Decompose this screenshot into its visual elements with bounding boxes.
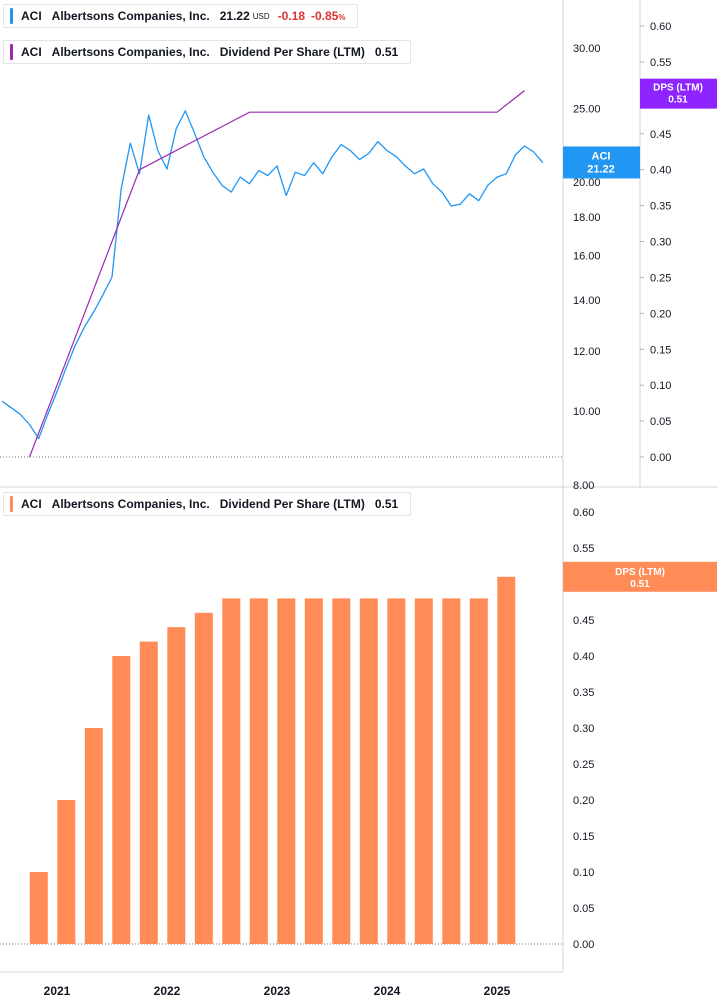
bar-axis-tick-label: 0.40 (573, 651, 594, 663)
dps-bar (360, 598, 378, 944)
bar-axis-tick-label: 0.45 (573, 615, 594, 627)
price-legend-change-pct: -0.85% (311, 9, 345, 23)
dps-legend-bottom-company: Albertsons Companies, Inc. (52, 497, 210, 511)
bar-axis-tick-label: 0.25 (573, 759, 594, 771)
price-axis-tick-label: 16.00 (573, 251, 601, 263)
dps-axis-tick-label: 0.40 (650, 165, 671, 177)
dps-bar (222, 598, 240, 944)
dps-legend-bottom-metric: Dividend Per Share (LTM) (220, 497, 365, 511)
dps-badge-bottom-label: DPS (LTM) (615, 567, 665, 578)
price-legend-company: Albertsons Companies, Inc. (52, 9, 210, 23)
dps-legend-top-company: Albertsons Companies, Inc. (52, 45, 210, 59)
price-legend-pct-sign: % (338, 13, 345, 22)
price-axis-tick-label: 30.00 (573, 43, 601, 55)
price-legend-change: -0.18 (278, 9, 305, 23)
bar-axis-tick-label: 0.05 (573, 903, 594, 915)
dps-legend-top-metric: Dividend Per Share (LTM) (220, 45, 365, 59)
dps-axis-tick-label: 0.20 (650, 308, 671, 320)
dps-bar (85, 728, 103, 944)
dps-legend-bottom[interactable]: ACI Albertsons Companies, Inc. Dividend … (3, 492, 411, 516)
price-axis-tick-label: 20.00 (573, 177, 601, 189)
dps-badge-bottom-value: 0.51 (630, 579, 650, 590)
time-axis-label: 2021 (44, 984, 71, 998)
dps-legend-bottom-value: 0.51 (375, 497, 398, 511)
dps-badge-top-label: DPS (LTM) (653, 83, 703, 94)
price-legend-change-pct-value: -0.85 (311, 9, 338, 23)
time-axis-label: 2023 (264, 984, 291, 998)
price-series-line (2, 111, 543, 439)
dps-axis-tick-label: 0.60 (650, 21, 671, 33)
price-legend-price: 21.22 (220, 9, 250, 23)
dps-bar (250, 598, 268, 944)
dps-bar (112, 656, 130, 944)
dps-series-line (30, 91, 525, 457)
dps-bar (57, 800, 75, 944)
dps-bar (195, 613, 213, 944)
price-badge-label: ACI (592, 150, 611, 162)
dps-legend-top-symbol: ACI (21, 45, 42, 59)
dps-axis-tick-label: 0.25 (650, 272, 671, 284)
bar-axis-tick-label: 0.15 (573, 831, 594, 843)
dps-legend-bottom-swatch (10, 496, 13, 512)
dps-bar (305, 598, 323, 944)
dps-bar (415, 598, 433, 944)
price-axis-tick-label: 10.00 (573, 406, 601, 418)
chart-frame (0, 0, 717, 972)
price-axis-tick-label: 18.00 (573, 212, 601, 224)
dps-bar (277, 598, 295, 944)
dps-bar (140, 642, 158, 944)
bar-axis-tick-label: 0.60 (573, 507, 594, 519)
bar-axis-tick-label: 0.10 (573, 867, 594, 879)
bar-axis-tick-label: 0.35 (573, 687, 594, 699)
price-legend-symbol: ACI (21, 9, 42, 23)
dps-bar (470, 598, 488, 944)
price-badge-value: 21.22 (587, 163, 615, 175)
time-axis-label: 2022 (154, 984, 181, 998)
dps-axis-tick-label: 0.30 (650, 237, 671, 249)
dps-legend-top-swatch (10, 44, 13, 60)
dps-axis-tick-label: 0.15 (650, 344, 671, 356)
dps-bar-pane: 0.00 0.05 0.10 0.15 0.20 0.25 0.30 0.35 0.40 0.45… (0, 507, 594, 998)
dps-bar (30, 872, 48, 944)
price-axis-tick-label: 12.00 (573, 346, 601, 358)
dps-bar (497, 577, 515, 944)
time-axis-label: 2025 (484, 984, 511, 998)
dps-axis-tick-label: 0.55 (650, 57, 671, 69)
price-legend[interactable]: ACI Albertsons Companies, Inc. 21.22 USD… (3, 4, 358, 28)
dps-bar (167, 627, 185, 944)
price-axis-tick-label: 8.00 (573, 480, 594, 492)
dps-axis-tick-label: 0.10 (650, 380, 671, 392)
dps-legend-top-value: 0.51 (375, 45, 398, 59)
bar-axis-tick-label: 0.00 (573, 939, 594, 951)
dps-legend-top[interactable]: ACI Albertsons Companies, Inc. Dividend … (3, 40, 411, 64)
dps-bar (332, 598, 350, 944)
dps-bar (442, 598, 460, 944)
bar-axis-tick-label: 0.55 (573, 543, 594, 555)
dps-bar (387, 598, 405, 944)
dps-axis-tick-label: 0.35 (650, 201, 671, 213)
bar-axis-tick-label: 0.20 (573, 795, 594, 807)
price-legend-currency: USD (253, 12, 270, 21)
price-legend-swatch (10, 8, 13, 24)
price-pane: 8.00 10.00 12.00 14.00 16.00 18.00 20.00 25.00 3… (0, 21, 671, 492)
time-axis-label: 2024 (374, 984, 401, 998)
dps-axis-tick-label: 0.05 (650, 416, 671, 428)
bar-axis-tick-label: 0.30 (573, 723, 594, 735)
price-axis-tick-label: 25.00 (573, 103, 601, 115)
price-axis-tick-label: 14.00 (573, 295, 601, 307)
dps-badge-top-value: 0.51 (668, 95, 688, 106)
dps-legend-bottom-symbol: ACI (21, 497, 42, 511)
dps-axis-tick-label: 0.45 (650, 129, 671, 141)
dps-axis-tick-label: 0.00 (650, 452, 671, 464)
